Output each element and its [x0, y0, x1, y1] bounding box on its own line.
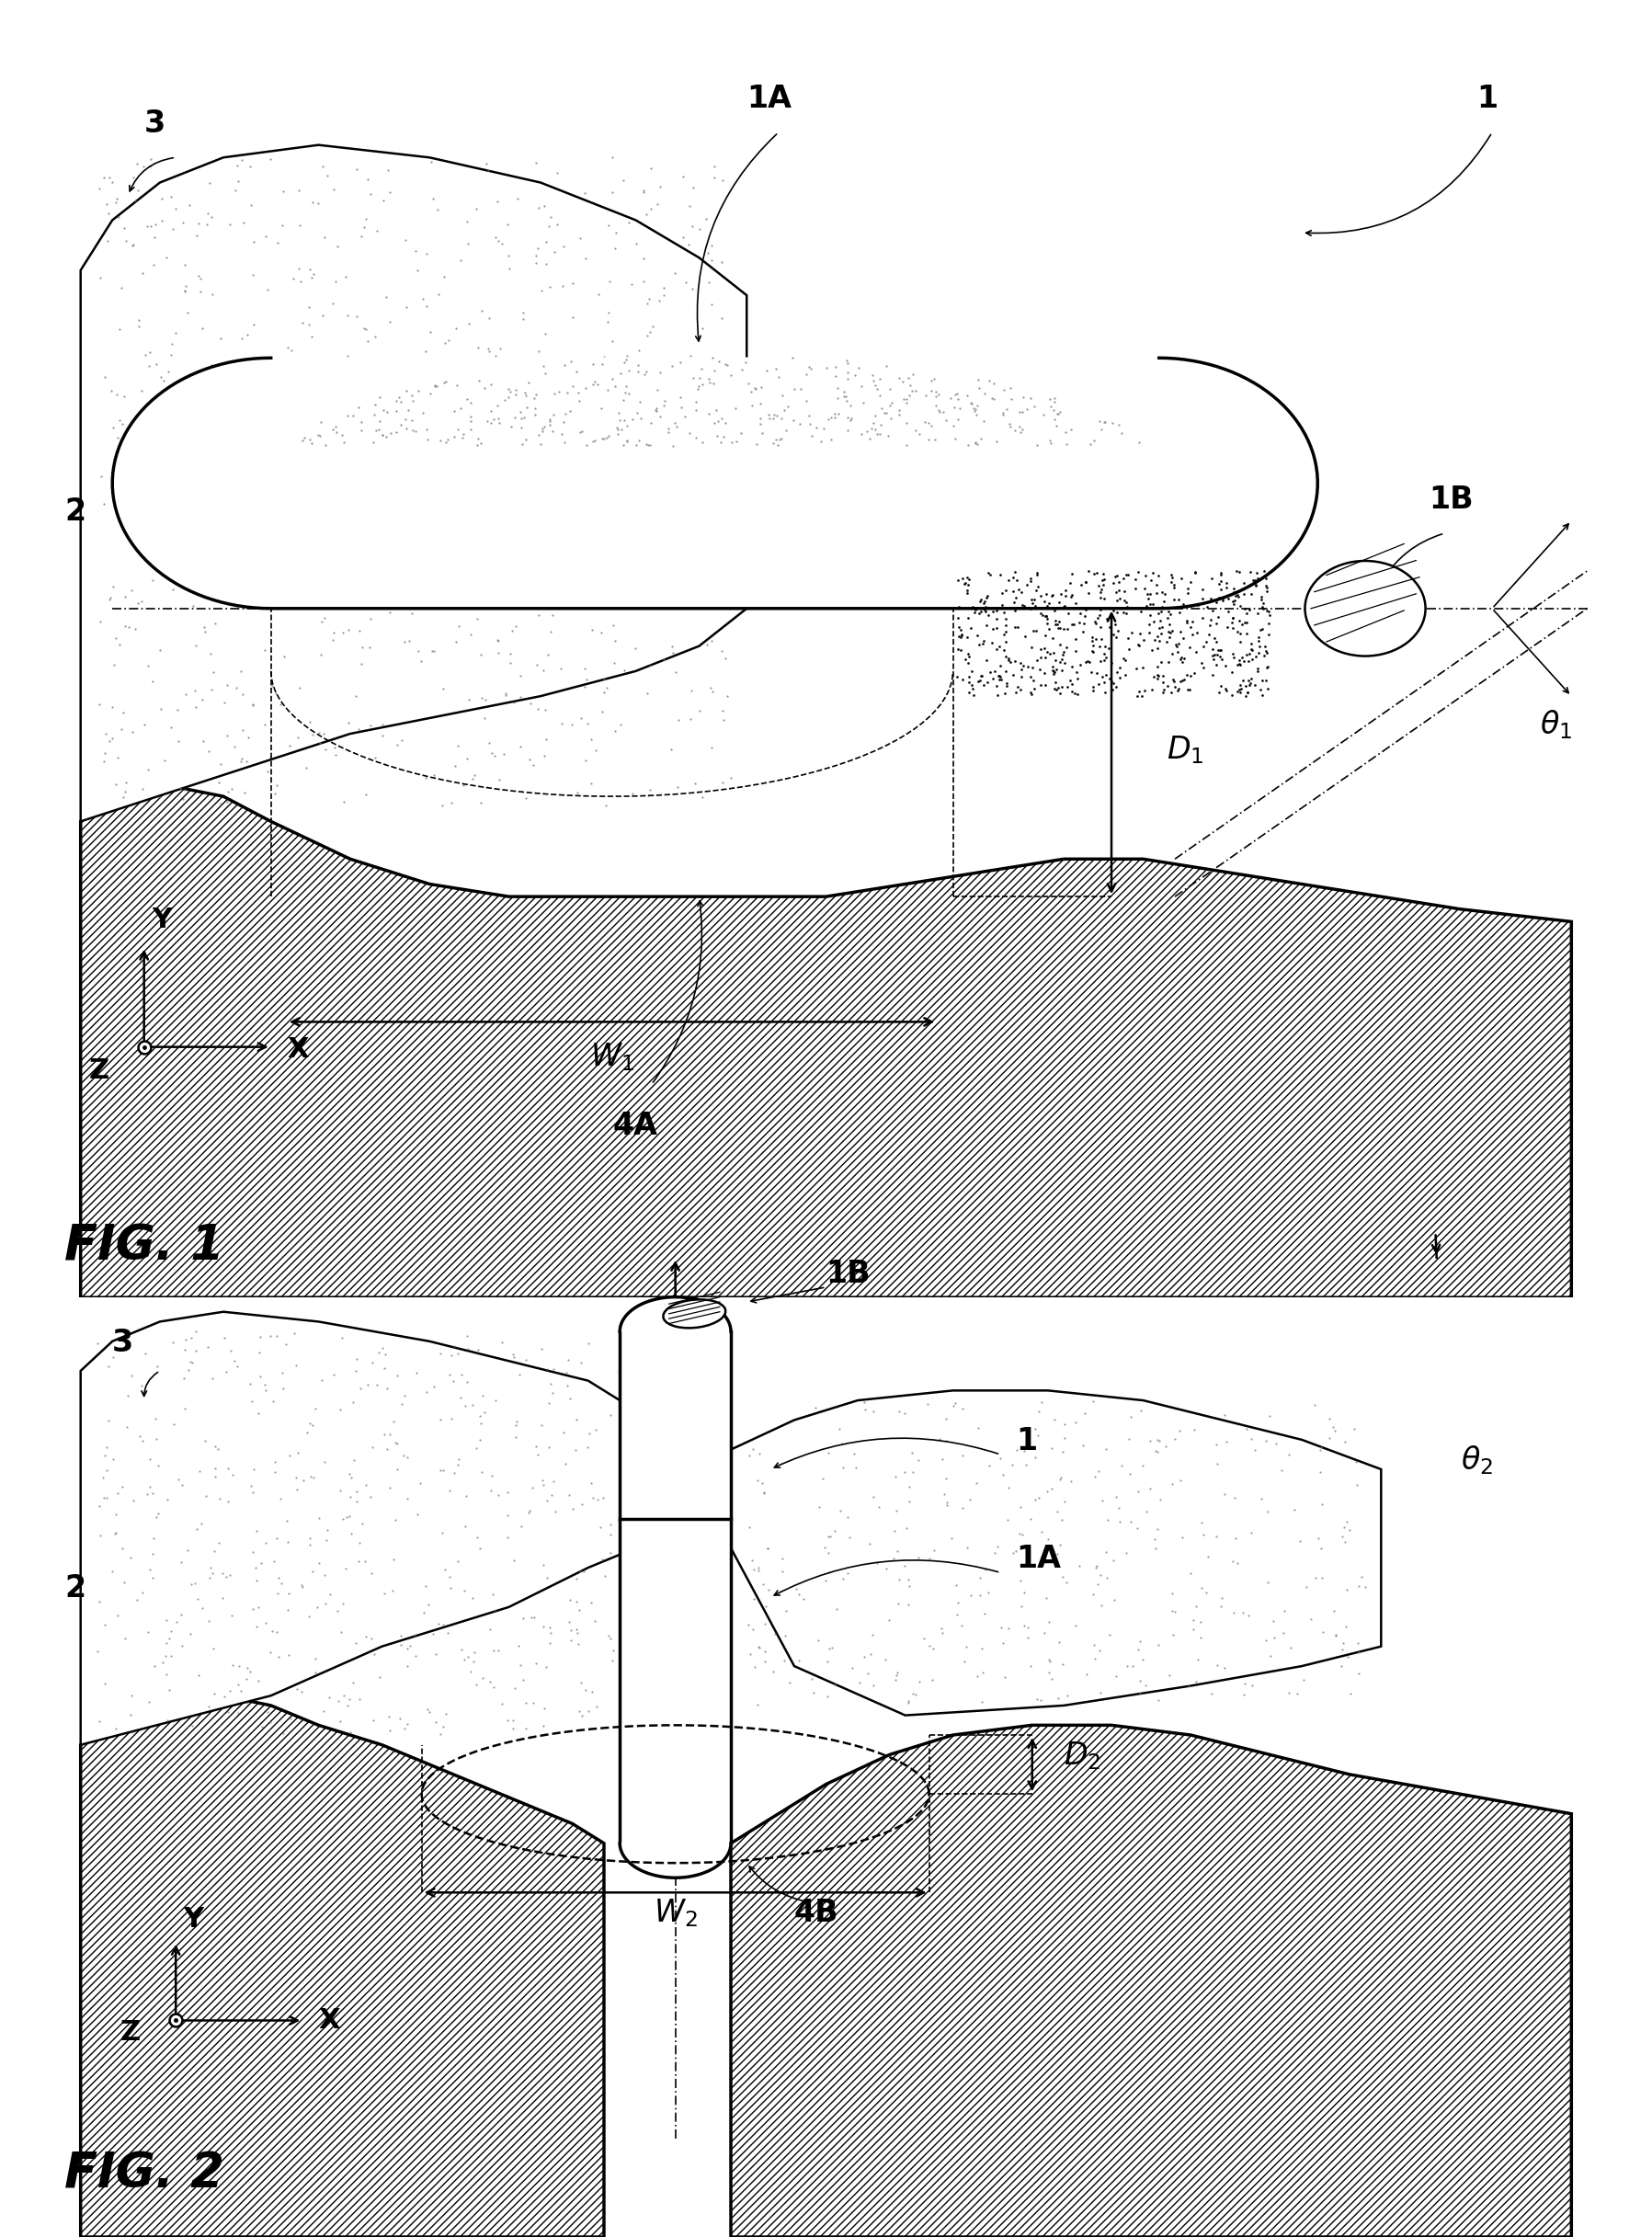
- Text: $\theta_2$: $\theta_2$: [1460, 1443, 1493, 1476]
- Polygon shape: [81, 783, 1571, 1297]
- Text: FIG. 1: FIG. 1: [64, 1221, 225, 1271]
- Polygon shape: [620, 1297, 730, 1331]
- Text: 1: 1: [1016, 1425, 1037, 1456]
- Text: X: X: [319, 2007, 340, 2033]
- Text: Y: Y: [152, 906, 172, 933]
- Text: 1A: 1A: [1016, 1544, 1061, 1575]
- Text: 1: 1: [1477, 83, 1497, 114]
- Text: FIG. 2: FIG. 2: [64, 2150, 225, 2199]
- Text: 3: 3: [112, 1327, 134, 1358]
- Text: Z: Z: [121, 2020, 140, 2045]
- Polygon shape: [81, 1696, 605, 2237]
- Text: $W_2$: $W_2$: [654, 1897, 697, 1928]
- Bar: [620, 1331, 730, 1843]
- Polygon shape: [81, 145, 747, 821]
- Polygon shape: [81, 1311, 636, 1745]
- Text: 1B: 1B: [1429, 485, 1474, 515]
- Text: 4A: 4A: [613, 1112, 657, 1141]
- Text: $D_2$: $D_2$: [1064, 1740, 1100, 1772]
- Polygon shape: [112, 358, 1318, 608]
- Ellipse shape: [662, 1300, 725, 1329]
- Polygon shape: [620, 1843, 730, 1877]
- Circle shape: [1305, 561, 1426, 655]
- Text: 1A: 1A: [747, 83, 791, 114]
- Text: $W_1$: $W_1$: [590, 1040, 634, 1074]
- Polygon shape: [730, 1725, 1571, 2237]
- Text: 2: 2: [64, 1573, 86, 1604]
- Text: Y: Y: [183, 1906, 203, 1933]
- Text: 2: 2: [64, 497, 86, 528]
- Polygon shape: [730, 1391, 1381, 1716]
- Text: $\theta_1$: $\theta_1$: [1540, 707, 1573, 740]
- Text: $D_1$: $D_1$: [1166, 734, 1204, 765]
- Text: 1B: 1B: [826, 1259, 871, 1289]
- Text: Z: Z: [89, 1058, 109, 1083]
- Text: X: X: [287, 1036, 309, 1063]
- Text: 4B: 4B: [795, 1899, 839, 1928]
- Text: 3: 3: [144, 110, 165, 139]
